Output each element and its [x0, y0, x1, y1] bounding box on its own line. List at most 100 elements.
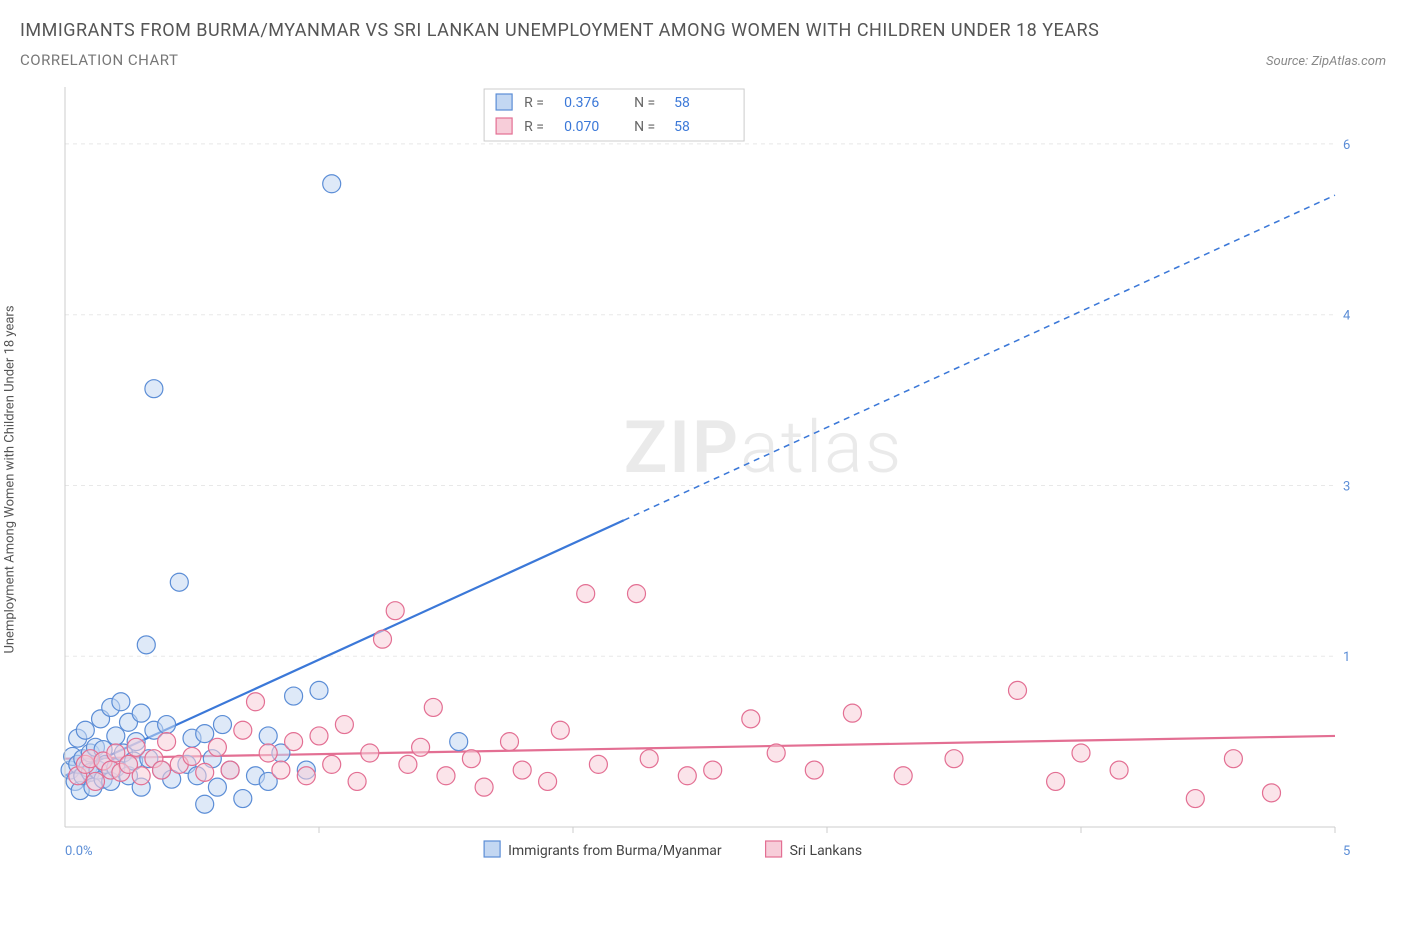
scatter-point	[1186, 790, 1204, 808]
scatter-point	[399, 755, 417, 773]
scatter-point	[127, 738, 145, 756]
scatter-point	[1009, 681, 1027, 699]
scatter-point	[145, 380, 163, 398]
scatter-point	[285, 687, 303, 705]
legend-n-value: 58	[674, 119, 690, 135]
scatter-point	[843, 704, 861, 722]
watermark: ZIPatlas	[624, 405, 904, 490]
legend-n-label: N =	[634, 95, 655, 111]
scatter-point	[945, 750, 963, 768]
scatter-point	[323, 175, 341, 193]
scatter-point	[158, 733, 176, 751]
scatter-point	[234, 721, 252, 739]
scatter-point	[234, 790, 252, 808]
scatter-point	[310, 681, 328, 699]
scatter-point	[208, 778, 226, 796]
trend-line-solid-1	[65, 736, 1335, 759]
scatter-point	[158, 716, 176, 734]
scatter-point	[577, 585, 595, 603]
scatter-point	[310, 727, 328, 745]
scatter-point	[1072, 744, 1090, 762]
y-tick-label: 15.0%	[1343, 650, 1350, 665]
x-legend-label: Sri Lankans	[790, 843, 863, 859]
scatter-point	[589, 755, 607, 773]
legend-r-label: R =	[524, 119, 544, 135]
chart-subtitle: CORRELATION CHART	[20, 51, 178, 69]
legend-r-value: 0.376	[564, 95, 599, 111]
scatter-point	[153, 761, 171, 779]
scatter-point	[361, 744, 379, 762]
source-prefix: Source:	[1266, 54, 1311, 69]
scatter-point	[628, 585, 646, 603]
scatter-point	[539, 772, 557, 790]
x-legend-swatch	[766, 841, 782, 857]
x-tick-label: 0.0%	[65, 844, 93, 859]
scatter-point	[196, 763, 214, 781]
scatter-point	[513, 761, 531, 779]
scatter-point	[335, 716, 353, 734]
x-tick-label-far: 50.0%	[1343, 844, 1350, 859]
scatter-point	[208, 738, 226, 756]
scatter-point	[450, 733, 468, 751]
scatter-point	[894, 767, 912, 785]
scatter-point	[1110, 761, 1128, 779]
scatter-point	[462, 750, 480, 768]
x-legend-label: Immigrants from Burma/Myanmar	[508, 843, 722, 859]
scatter-point	[137, 636, 155, 654]
scatter-point	[285, 733, 303, 751]
legend-n-label: N =	[634, 119, 655, 135]
source-name: ZipAtlas.com	[1311, 54, 1386, 69]
scatter-point	[112, 693, 130, 711]
scatter-point	[196, 795, 214, 813]
scatter-point	[551, 721, 569, 739]
scatter-point	[1047, 772, 1065, 790]
legend-swatch	[496, 94, 512, 110]
scatter-point	[1263, 784, 1281, 802]
scatter-point	[259, 727, 277, 745]
scatter-point	[297, 767, 315, 785]
legend-n-value: 58	[674, 95, 690, 111]
scatter-point	[767, 744, 785, 762]
scatter-point	[76, 721, 94, 739]
chart-header: IMMIGRANTS FROM BURMA/MYANMAR VS SRI LAN…	[20, 20, 1386, 69]
y-tick-label: 45.0%	[1343, 309, 1350, 324]
scatter-point	[424, 698, 442, 716]
scatter-point	[374, 630, 392, 648]
scatter-point	[323, 755, 341, 773]
y-tick-label: 60.0%	[1343, 138, 1350, 153]
x-legend-swatch	[484, 841, 500, 857]
scatter-point	[213, 716, 231, 734]
legend-r-value: 0.070	[564, 119, 599, 135]
scatter-point	[272, 761, 290, 779]
chart-container: Unemployment Among Women with Children U…	[20, 77, 1386, 867]
scatter-series-0	[61, 175, 468, 813]
scatter-point	[1224, 750, 1242, 768]
scatter-point	[132, 767, 150, 785]
scatter-point	[742, 710, 760, 728]
legend-swatch	[496, 118, 512, 134]
scatter-point	[805, 761, 823, 779]
y-axis-label: Unemployment Among Women with Children U…	[3, 305, 18, 653]
scatter-point	[221, 761, 239, 779]
gridlines	[65, 144, 1335, 656]
scatter-point	[386, 602, 404, 620]
correlation-scatter-chart: ZIPatlas 15.0% 30.0% 45.0% 60.0% 0.0% 50.0% R =…	[20, 77, 1350, 867]
scatter-point	[704, 761, 722, 779]
scatter-point	[86, 772, 104, 790]
y-tick-label: 30.0%	[1343, 479, 1350, 494]
scatter-point	[437, 767, 455, 785]
scatter-point	[247, 693, 265, 711]
scatter-point	[412, 738, 430, 756]
scatter-point	[475, 778, 493, 796]
scatter-point	[183, 747, 201, 765]
scatter-point	[196, 725, 214, 743]
scatter-point	[640, 750, 658, 768]
page-title: IMMIGRANTS FROM BURMA/MYANMAR VS SRI LAN…	[20, 20, 1386, 41]
subtitle-row: CORRELATION CHART Source: ZipAtlas.com	[20, 51, 1386, 69]
scatter-point	[259, 744, 277, 762]
scatter-point	[170, 573, 188, 591]
scatter-point	[501, 733, 519, 751]
legend-r-label: R =	[524, 95, 544, 111]
scatter-point	[678, 767, 696, 785]
scatter-point	[107, 727, 125, 745]
